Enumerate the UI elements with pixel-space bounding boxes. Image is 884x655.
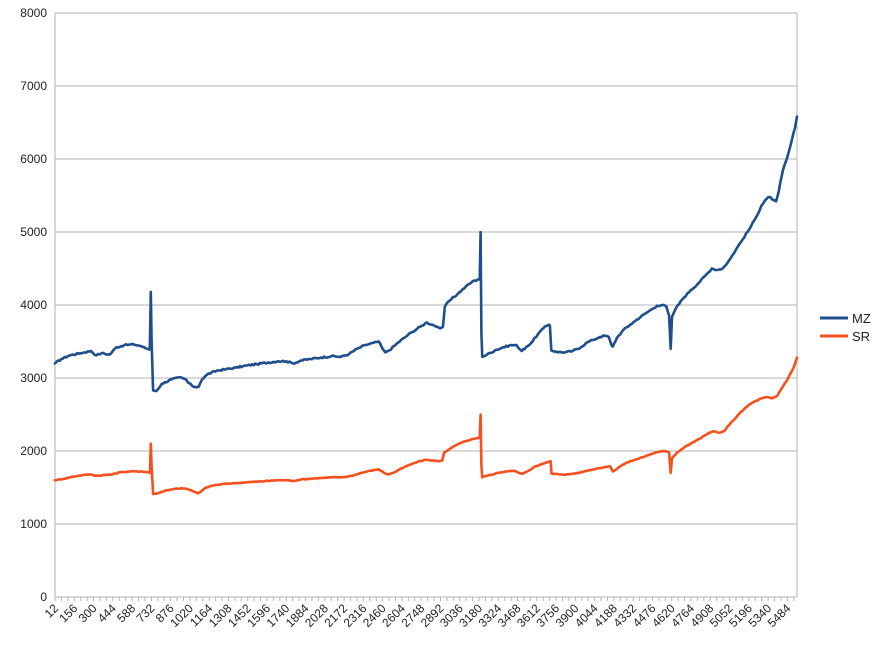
series-line-sr: [53, 356, 799, 496]
y-tick-label: 8000: [20, 6, 47, 20]
y-tick-label: 0: [40, 590, 47, 604]
y-tick-label: 7000: [20, 79, 47, 93]
y-tick-label: 3000: [20, 371, 47, 385]
y-tick-label: 2000: [20, 444, 47, 458]
y-tick-label: 1000: [20, 517, 47, 531]
x-tick-label: 5484: [765, 601, 794, 630]
series-lines: [53, 115, 799, 496]
y-tick-label: 5000: [20, 225, 47, 239]
legend: MZ SR: [820, 311, 871, 344]
gridlines: [55, 12, 798, 598]
series-line-mz: [53, 115, 799, 393]
y-tick-label: 6000: [20, 152, 47, 166]
y-tick-label: 4000: [20, 298, 47, 312]
x-axis: 1215630044458873287610201164130814521596…: [42, 596, 797, 630]
legend-label-mz: MZ: [852, 311, 871, 326]
y-axis: 0 1000 2000 3000 4000 5000 6000 7000 8000: [20, 6, 56, 604]
legend-label-sr: SR: [852, 329, 870, 344]
